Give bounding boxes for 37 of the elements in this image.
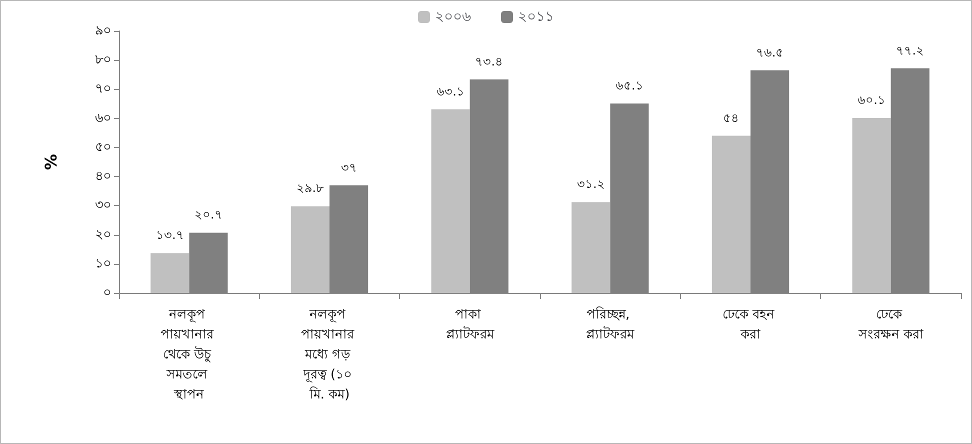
y-tick-label: ৫০ bbox=[95, 140, 111, 155]
data-label: ৫৪ bbox=[723, 110, 740, 125]
y-tick-label: ৪০ bbox=[95, 169, 111, 184]
y-tick-label: ৬০ bbox=[95, 110, 111, 126]
x-tick-label: ঢেকে বহন করা bbox=[722, 308, 779, 342]
x-tick-label: ঢেকে সংরক্ষন করা bbox=[857, 308, 924, 342]
data-label: ৩৭ bbox=[340, 160, 357, 174]
x-tick-label: পাকা প্ল্যাটফরম bbox=[446, 308, 495, 342]
legend-label: ২০১১ bbox=[518, 9, 554, 25]
data-label: ৬০.১ bbox=[858, 93, 886, 108]
y-tick-label: ১০ bbox=[95, 256, 111, 272]
data-label: ২৯.৮ bbox=[296, 181, 324, 196]
y-tick-label: ৩০ bbox=[95, 198, 111, 214]
x-tick-label: নলকূপ পায়খানার মধ্যে গড় দূরত্ব (১০ মি. কম) bbox=[300, 308, 358, 402]
legend-label: ২০০৬ bbox=[435, 9, 471, 25]
bar bbox=[150, 253, 190, 293]
data-label: ৬৩.১ bbox=[436, 84, 464, 98]
data-label: ৩১.২ bbox=[576, 177, 605, 192]
y-tick-label: ৭০ bbox=[95, 82, 111, 97]
y-axis-title: % bbox=[42, 154, 60, 170]
data-label: ৭৭.২ bbox=[896, 43, 924, 58]
data-label: ২০.৭ bbox=[194, 208, 222, 222]
bar bbox=[290, 206, 330, 293]
data-label: ৬৫.১ bbox=[616, 78, 644, 92]
x-tick-label: নলকূপ পায়খানার থেকে উচু সমতলে স্থাপন bbox=[160, 308, 218, 402]
bar bbox=[431, 109, 470, 293]
bar bbox=[712, 136, 750, 293]
data-label: ৭৩.৪ bbox=[475, 54, 504, 68]
data-label: ১৩.৭ bbox=[156, 228, 184, 242]
bar bbox=[572, 202, 610, 293]
y-tick-label: ০ bbox=[103, 286, 111, 300]
y-tick-label: ৯০ bbox=[95, 24, 111, 38]
y-tick-label: ৮০ bbox=[95, 52, 111, 68]
x-tick-label: পরিচ্ছন্ন, প্ল্যাটফরম bbox=[586, 306, 636, 342]
bar bbox=[852, 118, 891, 293]
data-label: ৭৬.৫ bbox=[756, 45, 784, 60]
y-tick-label: ২০ bbox=[95, 227, 111, 242]
